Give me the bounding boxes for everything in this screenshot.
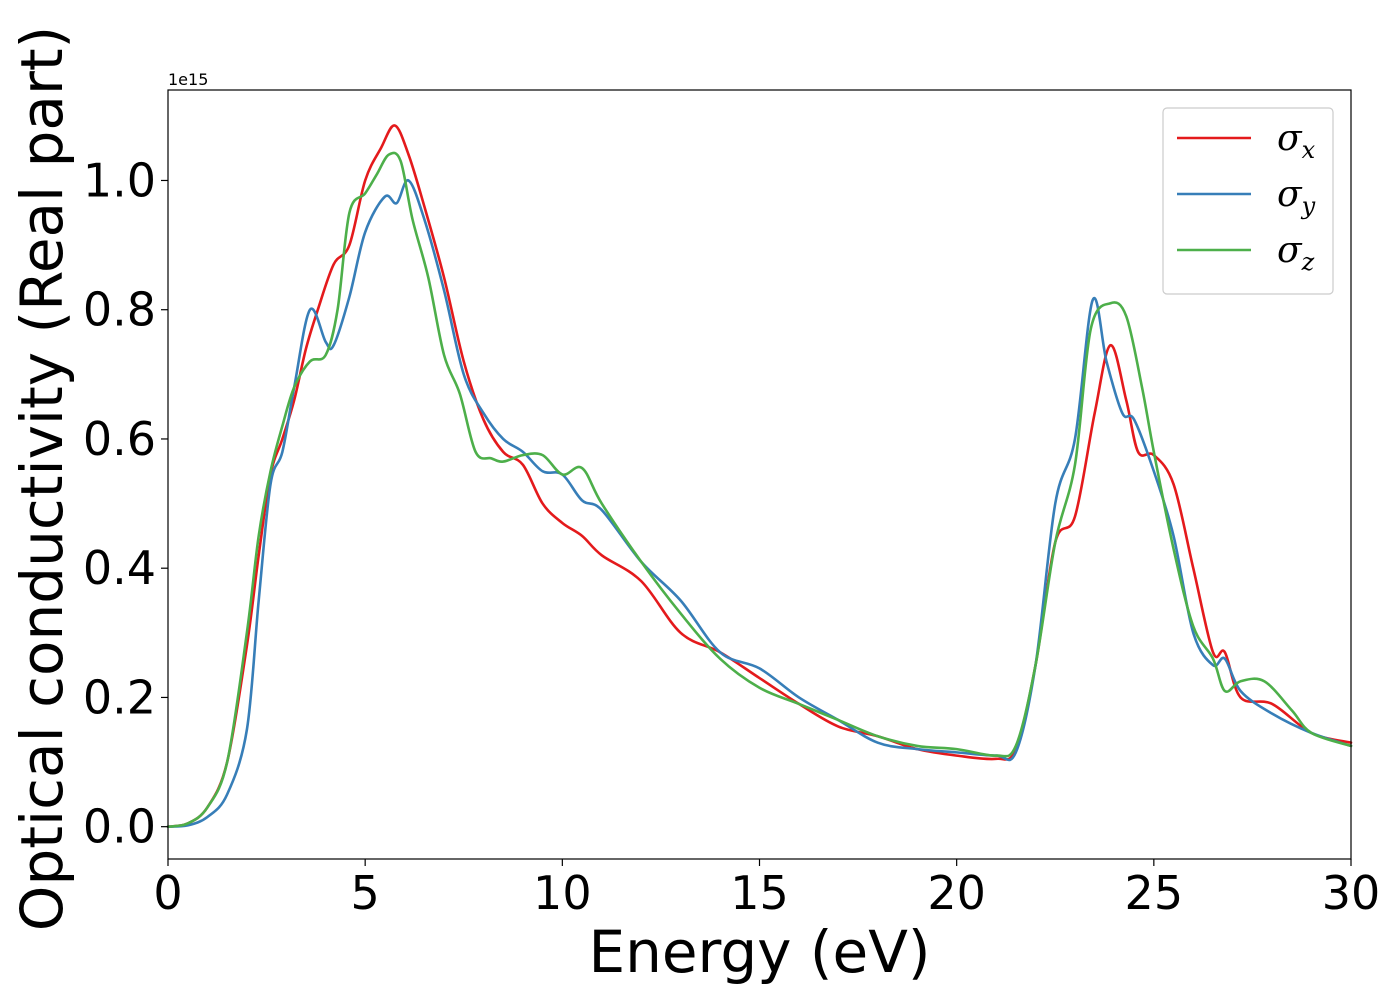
- y-axis: 0.0 0.2 0.4 0.6 0.8 1.0: [83, 153, 168, 854]
- y-tick-label: 0.8: [83, 283, 156, 337]
- y-axis-label: Optical conductivity (Real part): [8, 26, 76, 931]
- x-tick-label: 5: [351, 866, 380, 920]
- x-tick-label: 15: [730, 866, 789, 920]
- series-layer: [166, 124, 1353, 828]
- x-tick-label: 20: [927, 866, 986, 920]
- series-line-z: [166, 151, 1353, 828]
- y-tick-label: 0.2: [83, 670, 156, 724]
- y-offset-label: 1e15: [168, 70, 208, 89]
- series-line-x: [166, 124, 1353, 828]
- y-tick-label: 0.4: [83, 541, 156, 595]
- x-axis-label: Energy (eV): [588, 918, 930, 986]
- x-tick-label: 10: [533, 866, 592, 920]
- y-tick-label: 1.0: [83, 153, 156, 207]
- legend-box: [1162, 107, 1334, 295]
- x-tick-label: 30: [1322, 866, 1381, 920]
- x-tick-label: 25: [1125, 866, 1184, 920]
- legend-label-y: σy: [1277, 174, 1316, 220]
- y-tick-label: 0.6: [83, 412, 156, 466]
- y-tick-label: 0.0: [83, 800, 156, 854]
- x-tick-label: 0: [153, 866, 182, 920]
- legend: σx σy σz: [1162, 107, 1334, 295]
- legend-label-z: σz: [1277, 230, 1315, 276]
- legend-label-x: σx: [1277, 118, 1316, 164]
- x-axis: 0 5 10 15 20 25 30: [153, 859, 1380, 920]
